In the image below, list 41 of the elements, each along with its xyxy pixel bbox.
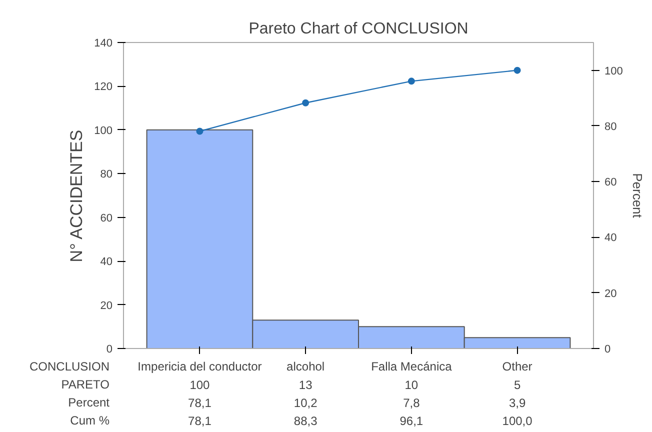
- y-tick-label: 80: [100, 168, 113, 181]
- point: [408, 78, 415, 85]
- x-tick-label: alcohol: [286, 360, 325, 374]
- y-axis-title: N° ACCIDENTES: [67, 130, 86, 262]
- x-tick-label: Other: [502, 360, 532, 374]
- data-label: 10: [404, 378, 418, 392]
- y-tick-label: 120: [94, 81, 113, 94]
- data-label: 78,1: [188, 414, 212, 428]
- point: [196, 128, 204, 135]
- text: 78,1: [188, 396, 212, 410]
- x-tick-label: Impericia del conductor: [138, 360, 262, 374]
- text: Percent: [68, 396, 110, 410]
- data-label: 5: [514, 378, 521, 392]
- data-label: 13: [298, 378, 313, 392]
- y-tick-label: 140: [94, 38, 113, 50]
- data-label: 96,1: [400, 414, 424, 428]
- x-tick-label: Falla Mecánica: [371, 360, 452, 374]
- y-tick-label: 60: [100, 212, 113, 224]
- text: 7,8: [403, 396, 420, 410]
- y-tick-label: 0: [106, 344, 113, 356]
- x-axis-title: CONCLUSION: [29, 360, 110, 374]
- chart-title: Pareto Chart of CONCLUSION: [248, 20, 468, 38]
- text: PARETO: [61, 378, 110, 392]
- point: [302, 99, 310, 106]
- text: Cum %: [70, 414, 110, 428]
- y-tick-label: 100: [94, 124, 113, 137]
- data-label: 88,3: [294, 414, 318, 428]
- y-tick-label: 20: [100, 300, 113, 312]
- y2-tick-label: 20: [604, 288, 617, 300]
- y2-tick-label: 100: [604, 65, 623, 78]
- y-tick-label: 40: [100, 256, 113, 268]
- text: 10,2: [294, 396, 318, 410]
- point: [514, 66, 521, 74]
- y2-tick-label: 60: [604, 176, 617, 189]
- data-label: 100,0: [502, 414, 533, 428]
- text: 3,9: [508, 396, 526, 410]
- y2-axis-title: Percent: [630, 173, 645, 218]
- y2-tick-label: 40: [604, 232, 617, 244]
- data-label: 100: [190, 378, 210, 392]
- y2-tick-label: 80: [604, 120, 617, 133]
- y2-tick-label: 0: [604, 344, 611, 356]
